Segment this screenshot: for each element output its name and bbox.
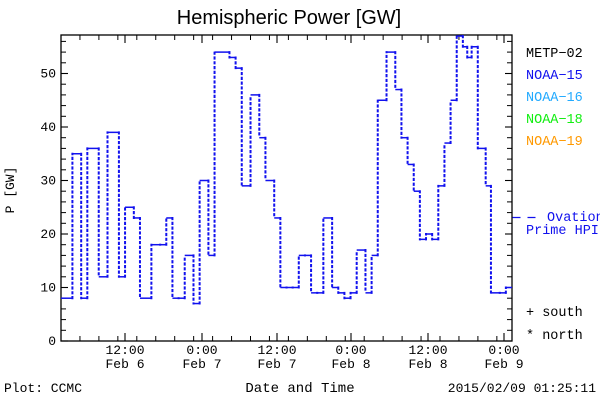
svg-text:NOAA−15: NOAA−15 [526,69,583,84]
svg-text:NOAA−19: NOAA−19 [526,135,583,150]
svg-text:NOAA−16: NOAA−16 [526,91,583,106]
svg-text:NOAA−18: NOAA−18 [526,113,583,128]
svg-text:Prime HPI: Prime HPI [526,224,599,239]
